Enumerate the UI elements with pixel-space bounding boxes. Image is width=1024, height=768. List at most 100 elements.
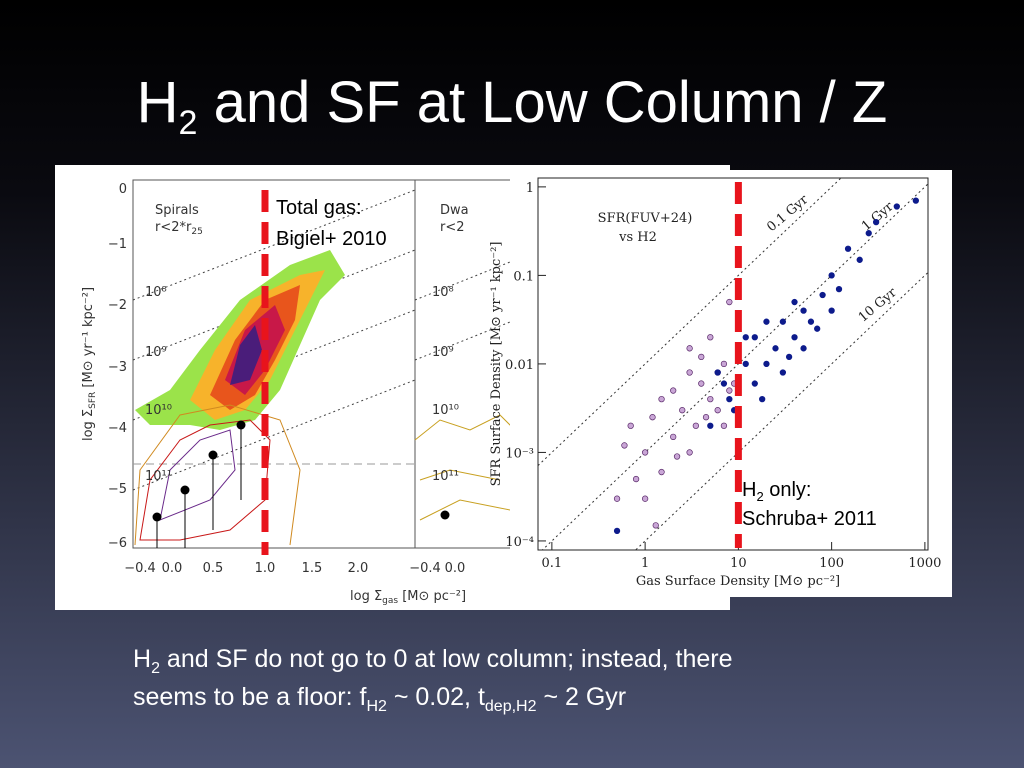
marker-label: H2 only: [742,479,812,504]
annotation: vs H2 [618,230,657,245]
x-tick-label: 1.0 [255,561,276,576]
data-point [686,345,693,352]
data-point [742,360,749,368]
data-point [720,360,728,368]
data-point [707,395,714,403]
title-text: and SF at Low Column / Z [197,70,887,135]
y-tick-label: 10⁻⁴ [505,535,534,550]
x-tick-label: 0.0 [162,561,183,576]
data-point [844,245,852,252]
x-tick-label: 0.0 [445,561,466,576]
label-text: [M⊙ yr⁻¹ kpc⁻²] [81,287,96,392]
title-text: H [137,70,179,135]
label-text: log Σ [81,409,96,441]
data-point [726,387,733,394]
data-point [613,495,621,502]
data-point [800,345,807,352]
density-contours [134,250,516,546]
data-point [828,307,835,314]
y-tick-label: −4 [108,421,127,436]
x-axis-label: log Σgas [M⊙ pc⁻²] [350,589,466,606]
y-tick-label: 0.01 [505,358,534,373]
data-point [763,318,770,325]
data-point [856,256,863,263]
caption-text: ~ 0.02, t [387,683,485,711]
contour-label: 10¹⁰ [432,403,459,418]
panel-radius: r<2 [440,220,465,235]
data-point [673,453,681,460]
label-text: only: [764,479,812,501]
annotation: Bigiel+ 2010 [276,228,387,250]
data-point [698,380,705,387]
caption-text: and SF do not go to 0 at low column; ins… [160,645,733,673]
data-point [649,414,656,421]
contour-label: 10¹¹ [145,469,172,484]
slide-title: H2 and SF at Low Column / Z [137,70,888,142]
radius-text: r<2*r [155,220,192,235]
contour-label: 10⁸ [145,285,167,300]
label-text: H [742,479,756,501]
x-tick-label: −0.4 [124,561,156,576]
label-text: log Σ [350,589,382,604]
marker-label: Schruba+ 2011 [742,508,877,530]
data-point [670,387,677,394]
x-tick-label: 0.5 [203,561,224,576]
data-point [658,468,665,476]
data-point [641,449,649,456]
right-figure: SFR(FUV+24) vs H2 SFR Surface Density [M… [489,170,952,597]
data-point [726,298,733,306]
x-tick-label: 1 [641,556,649,571]
data-point [720,380,728,387]
x-tick-label: 100 [819,556,844,571]
caption-sub: dep,H2 [485,698,537,715]
data-point [912,197,919,204]
caption-text: ~ 2 Gyr [537,683,627,711]
label-sub: 2 [756,489,763,504]
title-sub: 2 [179,104,198,142]
y-tick-label: −6 [108,536,127,551]
data-point [707,422,714,429]
y-tick-label: −1 [108,237,127,252]
label-text: [M⊙ pc⁻²] [398,589,466,604]
data-point [658,395,665,403]
data-point [692,422,700,429]
data-point [785,353,793,361]
data-point [763,360,770,368]
data-point [872,218,880,226]
data-point [652,522,659,529]
x-tick-label: 10 [730,556,747,571]
y-tick-label: 1 [526,181,534,196]
data-point [807,318,815,325]
data-point [686,449,693,456]
y-tick-label: −2 [108,298,127,313]
data-point [613,527,621,535]
data-point [726,395,733,403]
caption-line: H2 and SF do not go to 0 at low column; … [133,645,733,677]
data-point [641,495,649,502]
data-point [670,433,677,440]
contour-label: 10⁸ [432,285,454,300]
x-axis-label: Gas Surface Density [M⊙ pc⁻²] [636,574,840,589]
data-point [800,307,807,314]
contour-label: 10⁹ [432,345,454,360]
y-tick-label: 10⁻³ [505,446,534,461]
panel-label: Spirals [155,203,199,218]
radius-sub: 25 [191,227,202,237]
data-point [819,291,826,299]
binned-points [152,420,450,548]
data-point [893,203,900,210]
data-point [835,285,843,293]
caption-sub: H2 [366,698,387,715]
data-point [686,369,693,376]
contour-label: 10⁹ [145,345,167,360]
y-tick-label: −3 [108,360,127,375]
x-tick-label: 2.0 [348,561,369,576]
label-sub: SFR [88,392,98,409]
x-tick-label: −0.4 [409,561,441,576]
panel-radius: r<2*r25 [155,220,203,237]
label-sub: gas [382,596,398,606]
contour-label: 10¹⁰ [145,403,172,418]
data-point [791,298,798,306]
data-point [698,353,705,361]
